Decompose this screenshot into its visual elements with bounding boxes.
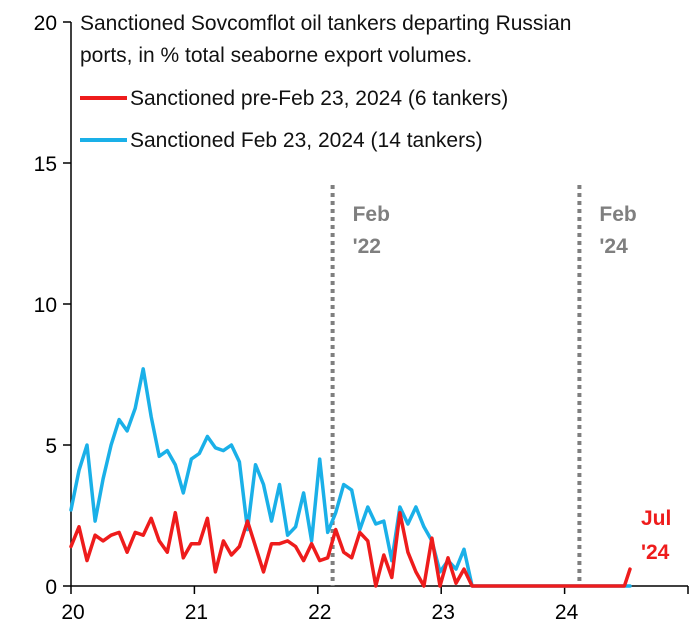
x-tick-label: 24 — [555, 601, 579, 624]
y-tick-label: 5 — [45, 435, 57, 458]
title-line-2: ports, in % total seaborne export volume… — [80, 44, 472, 67]
event-marker-label: '24 — [599, 235, 628, 258]
x-tick-label: 20 — [61, 601, 84, 624]
chart-title: Sanctioned Sovcomflot oil tankers depart… — [80, 12, 571, 67]
y-tick-label: 20 — [34, 12, 57, 35]
series-line-1 — [69, 367, 632, 588]
annotation-jul-line1: Jul — [641, 507, 671, 530]
legend: Sanctioned pre-Feb 23, 2024 (6 tankers) … — [80, 87, 508, 152]
series-line-0 — [69, 510, 632, 588]
legend-label-feb: Sanctioned Feb 23, 2024 (14 tankers) — [130, 129, 483, 152]
x-tick-label: 22 — [308, 601, 331, 624]
x-axis: 20 21 22 23 24 — [61, 585, 689, 624]
y-tick-label: 10 — [34, 294, 57, 317]
end-annotation: Jul '24 — [641, 507, 671, 564]
y-tick-label: 0 — [45, 576, 57, 599]
y-tick-label: 15 — [34, 153, 57, 176]
title-line-1: Sanctioned Sovcomflot oil tankers depart… — [80, 12, 571, 35]
annotation-jul-line2: '24 — [641, 541, 670, 564]
x-tick-label: 21 — [185, 601, 208, 624]
legend-label-pre-feb: Sanctioned pre-Feb 23, 2024 (6 tankers) — [130, 87, 508, 110]
event-marker-label: '22 — [353, 235, 381, 258]
event-marker-label: Feb — [599, 203, 636, 226]
y-axis: 0 5 10 15 20 — [34, 12, 72, 599]
event-marker-label: Feb — [353, 203, 390, 226]
x-tick-label: 23 — [432, 601, 455, 624]
